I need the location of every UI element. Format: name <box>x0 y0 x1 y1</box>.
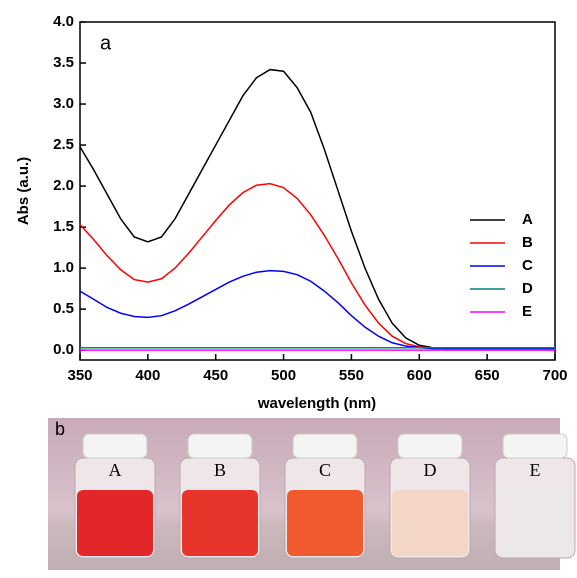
x-tick-label: 350 <box>67 367 92 384</box>
plot-frame <box>79 21 556 361</box>
x-tick-label: 450 <box>203 367 228 384</box>
legend-label: D <box>522 280 533 297</box>
y-tick-label: 1.0 <box>53 259 74 276</box>
vial-label: E <box>530 460 541 480</box>
x-tick-label: 400 <box>135 367 160 384</box>
y-tick-label: 2.5 <box>53 136 74 153</box>
x-tick-label: 500 <box>271 367 296 384</box>
vial-cap <box>292 433 358 459</box>
x-tick-label: 600 <box>407 367 432 384</box>
vial-cap <box>187 433 253 459</box>
y-tick-label: 4.0 <box>53 13 74 30</box>
vial-cap <box>82 433 148 459</box>
vial-cap <box>502 433 568 459</box>
vial-liquid <box>182 490 258 556</box>
panel-label: a <box>100 32 112 54</box>
vial-liquid <box>77 490 153 556</box>
photo-panel-label: b <box>55 419 65 439</box>
y-tick-label: 3.0 <box>53 95 74 112</box>
x-tick-label: 700 <box>542 367 567 384</box>
vial-label: B <box>214 460 226 480</box>
legend-label: E <box>522 303 532 320</box>
y-tick-label: 0.5 <box>53 300 74 317</box>
vial-liquid <box>287 490 363 556</box>
x-axis-label: wavelength (nm) <box>257 395 376 412</box>
y-tick-label: 1.5 <box>53 218 74 235</box>
y-tick-label: 2.0 <box>53 177 74 194</box>
series-line <box>79 68 555 350</box>
vial-label: C <box>319 460 331 480</box>
vial-label: A <box>109 460 122 480</box>
legend-label: C <box>522 257 533 274</box>
vials: A B C D E <box>74 433 576 559</box>
vial-liquid <box>392 490 468 556</box>
legend-label: B <box>522 234 533 251</box>
legend-label: A <box>522 211 533 228</box>
y-tick-label: 0.0 <box>53 341 74 358</box>
y-axis-label: Abs (a.u.) <box>15 157 32 225</box>
vial-cap <box>397 433 463 459</box>
x-tick-label: 550 <box>339 367 364 384</box>
x-tick-label: 650 <box>475 367 500 384</box>
vial-label: D <box>424 460 437 480</box>
series-line <box>79 269 555 350</box>
vial-liquid <box>497 490 573 556</box>
y-tick-label: 3.5 <box>53 54 74 71</box>
